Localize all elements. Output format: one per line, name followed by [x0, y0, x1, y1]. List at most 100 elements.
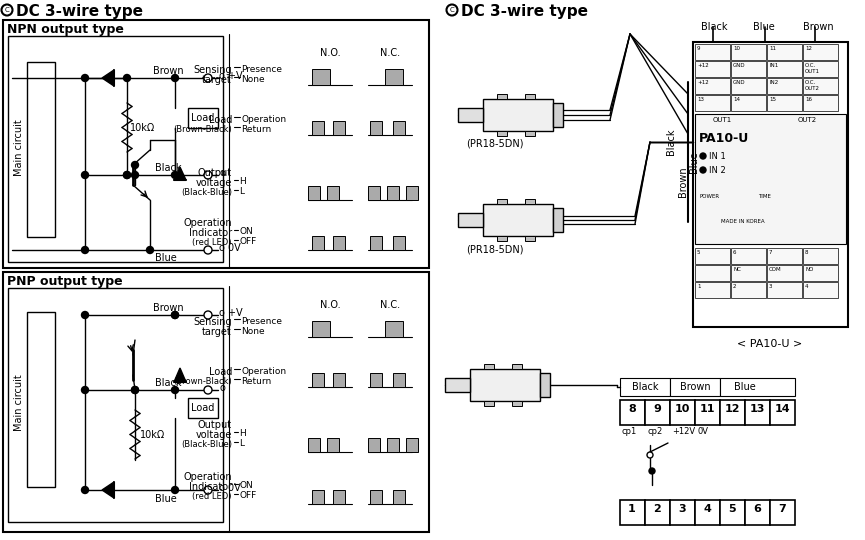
- Bar: [540, 373, 550, 397]
- Text: Output: Output: [198, 420, 232, 430]
- Text: 5: 5: [697, 250, 701, 255]
- Bar: [333, 236, 345, 250]
- Text: COM: COM: [769, 267, 782, 272]
- Text: Blue: Blue: [689, 151, 699, 173]
- Bar: [333, 373, 345, 387]
- Text: Operation: Operation: [241, 367, 286, 376]
- Bar: [524, 94, 535, 99]
- Bar: [695, 265, 730, 281]
- Text: IN1: IN1: [769, 63, 778, 68]
- Bar: [511, 364, 522, 369]
- Text: POWER: POWER: [699, 194, 719, 199]
- Bar: [745, 400, 770, 425]
- Text: Black: Black: [155, 378, 182, 388]
- Text: 12: 12: [805, 46, 812, 51]
- Text: NPN output type: NPN output type: [7, 23, 124, 36]
- Text: DC 3-wire type: DC 3-wire type: [16, 4, 143, 19]
- Bar: [393, 236, 405, 250]
- Circle shape: [171, 75, 178, 82]
- Polygon shape: [174, 167, 186, 180]
- Bar: [767, 44, 802, 60]
- Text: 4: 4: [805, 284, 809, 289]
- Bar: [8, 36, 223, 262]
- Bar: [385, 321, 403, 337]
- Text: Main circuit: Main circuit: [14, 375, 24, 431]
- Bar: [745, 500, 770, 525]
- Bar: [312, 321, 330, 337]
- Bar: [695, 114, 846, 244]
- Text: (Black-Blue): (Black-Blue): [181, 188, 232, 197]
- Text: PNP output type: PNP output type: [7, 275, 123, 288]
- Polygon shape: [102, 482, 114, 498]
- Text: 11: 11: [769, 46, 776, 51]
- Text: o +V: o +V: [219, 308, 242, 318]
- Bar: [470, 369, 540, 401]
- Bar: [731, 248, 766, 264]
- Bar: [497, 236, 507, 241]
- Text: 7: 7: [778, 504, 786, 514]
- Circle shape: [124, 172, 131, 179]
- Bar: [767, 61, 802, 77]
- Text: (red LED): (red LED): [193, 238, 232, 247]
- Bar: [553, 103, 563, 127]
- Circle shape: [81, 75, 88, 82]
- Bar: [3, 20, 429, 268]
- Bar: [524, 131, 535, 136]
- Text: 10: 10: [733, 46, 740, 51]
- Text: Indicator: Indicator: [189, 482, 232, 492]
- Bar: [767, 95, 802, 111]
- Bar: [393, 121, 405, 135]
- Circle shape: [204, 311, 212, 319]
- Bar: [803, 282, 838, 298]
- Text: Brown: Brown: [680, 382, 710, 392]
- Text: DC 3-wire type: DC 3-wire type: [461, 4, 588, 19]
- Circle shape: [131, 387, 138, 394]
- Text: N.O.: N.O.: [320, 300, 340, 310]
- Text: GND: GND: [733, 80, 746, 85]
- Text: Sensing: Sensing: [194, 65, 232, 75]
- Bar: [731, 44, 766, 60]
- Text: ON: ON: [239, 227, 253, 236]
- Text: 16: 16: [805, 97, 812, 102]
- Bar: [3, 272, 429, 532]
- Bar: [524, 236, 535, 241]
- Bar: [620, 378, 670, 396]
- Bar: [406, 438, 418, 452]
- Circle shape: [124, 75, 131, 82]
- Text: 3: 3: [678, 504, 686, 514]
- Text: Operation: Operation: [241, 115, 286, 124]
- Text: (PR18-5DN): (PR18-5DN): [466, 244, 523, 254]
- Text: TIME: TIME: [758, 194, 771, 199]
- Text: 14: 14: [733, 97, 740, 102]
- Text: (Brown-Black): (Brown-Black): [173, 125, 232, 134]
- Circle shape: [81, 487, 88, 494]
- Text: OUT1: OUT1: [713, 117, 733, 123]
- Bar: [620, 400, 645, 425]
- Text: Return: Return: [241, 125, 272, 134]
- Text: Black: Black: [631, 382, 658, 392]
- Bar: [670, 378, 720, 396]
- Bar: [767, 282, 802, 298]
- Text: (Brown-Black): (Brown-Black): [173, 377, 232, 386]
- Bar: [695, 61, 730, 77]
- Bar: [803, 78, 838, 94]
- Text: O.C.
OUT1: O.C. OUT1: [805, 63, 820, 74]
- Text: 11: 11: [699, 404, 714, 414]
- Bar: [695, 500, 720, 525]
- Text: 2: 2: [653, 504, 661, 514]
- Bar: [693, 42, 848, 327]
- Text: 6: 6: [733, 250, 736, 255]
- Text: target: target: [202, 75, 232, 85]
- Circle shape: [700, 153, 706, 159]
- Bar: [524, 199, 535, 204]
- Bar: [308, 186, 320, 200]
- Bar: [645, 400, 670, 425]
- Text: PA10-U: PA10-U: [699, 132, 749, 145]
- Bar: [333, 121, 345, 135]
- Bar: [312, 121, 324, 135]
- Text: H: H: [239, 429, 246, 438]
- Text: ON: ON: [239, 481, 253, 490]
- Bar: [27, 312, 55, 487]
- Text: 14: 14: [774, 404, 790, 414]
- Text: 2: 2: [733, 284, 736, 289]
